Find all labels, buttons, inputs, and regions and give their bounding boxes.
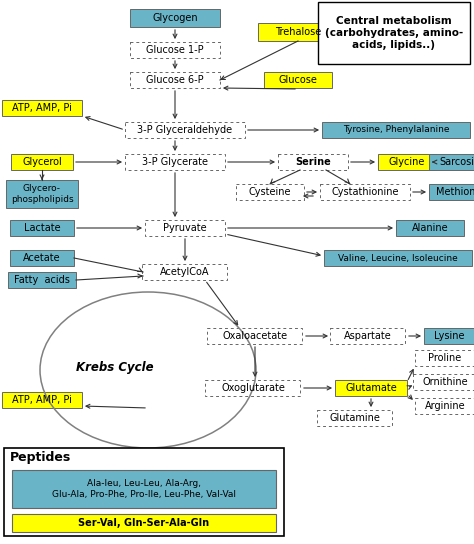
Text: Oxaloacetate: Oxaloacetate xyxy=(222,331,288,341)
FancyBboxPatch shape xyxy=(125,154,225,170)
Text: ATP, AMP, Pi: ATP, AMP, Pi xyxy=(12,103,72,113)
Text: Central metabolism
(carbohydrates, amino-
acids, lipids..): Central metabolism (carbohydrates, amino… xyxy=(325,16,463,51)
FancyBboxPatch shape xyxy=(6,180,78,208)
Text: 3-P Glyceraldehyde: 3-P Glyceraldehyde xyxy=(137,125,233,135)
FancyBboxPatch shape xyxy=(208,328,302,344)
Text: Glucose: Glucose xyxy=(279,75,318,85)
FancyBboxPatch shape xyxy=(264,72,332,88)
FancyBboxPatch shape xyxy=(130,42,220,58)
Text: Oxoglutarate: Oxoglutarate xyxy=(221,383,285,393)
FancyBboxPatch shape xyxy=(318,2,470,64)
Text: Glucose 1-P: Glucose 1-P xyxy=(146,45,204,55)
Text: Glucose 6-P: Glucose 6-P xyxy=(146,75,204,85)
Text: Arginine: Arginine xyxy=(425,401,465,411)
FancyBboxPatch shape xyxy=(12,514,276,532)
Text: ATP, AMP, Pi: ATP, AMP, Pi xyxy=(12,395,72,405)
FancyBboxPatch shape xyxy=(330,328,405,344)
FancyBboxPatch shape xyxy=(206,380,301,396)
Text: Trehalose: Trehalose xyxy=(275,27,321,37)
FancyBboxPatch shape xyxy=(8,272,76,288)
FancyBboxPatch shape xyxy=(143,264,228,280)
Text: Cysteine: Cysteine xyxy=(249,187,291,197)
FancyBboxPatch shape xyxy=(278,154,348,170)
FancyBboxPatch shape xyxy=(335,380,407,396)
FancyBboxPatch shape xyxy=(4,448,284,536)
Text: Ornithine: Ornithine xyxy=(422,377,468,387)
Text: Pyruvate: Pyruvate xyxy=(163,223,207,233)
Text: Serine: Serine xyxy=(295,157,331,167)
Text: Methionine: Methionine xyxy=(436,187,474,197)
FancyBboxPatch shape xyxy=(415,350,474,366)
Text: Ala-leu, Leu-Leu, Ala-Arg,
Glu-Ala, Pro-Phe, Pro-Ile, Leu-Phe, Val-Val: Ala-leu, Leu-Leu, Ala-Arg, Glu-Ala, Pro-… xyxy=(52,479,236,499)
FancyBboxPatch shape xyxy=(130,9,220,27)
Text: Cystathionine: Cystathionine xyxy=(331,187,399,197)
FancyBboxPatch shape xyxy=(424,328,474,344)
Text: Peptides: Peptides xyxy=(10,452,71,465)
FancyBboxPatch shape xyxy=(2,392,82,408)
FancyBboxPatch shape xyxy=(396,220,464,236)
Text: Valine, Leucine, Isoleucine: Valine, Leucine, Isoleucine xyxy=(338,254,458,263)
Text: Lactate: Lactate xyxy=(24,223,60,233)
FancyBboxPatch shape xyxy=(10,220,74,236)
FancyBboxPatch shape xyxy=(258,23,338,41)
FancyBboxPatch shape xyxy=(11,154,73,170)
Text: Glycogen: Glycogen xyxy=(152,13,198,23)
Text: AcetylCoA: AcetylCoA xyxy=(160,267,210,277)
FancyBboxPatch shape xyxy=(413,374,474,390)
Text: Glutamine: Glutamine xyxy=(329,413,381,423)
Text: Tyrosine, Phenylalanine: Tyrosine, Phenylalanine xyxy=(343,126,449,134)
FancyBboxPatch shape xyxy=(130,72,220,88)
FancyBboxPatch shape xyxy=(429,154,474,170)
FancyBboxPatch shape xyxy=(236,184,304,200)
Text: Alanine: Alanine xyxy=(412,223,448,233)
Text: Proline: Proline xyxy=(428,353,462,363)
FancyBboxPatch shape xyxy=(125,122,245,138)
Text: Glutamate: Glutamate xyxy=(345,383,397,393)
FancyBboxPatch shape xyxy=(429,184,474,200)
Text: Lysine: Lysine xyxy=(434,331,464,341)
Text: Ser-Val, Gln-Ser-Ala-Gln: Ser-Val, Gln-Ser-Ala-Gln xyxy=(78,518,210,528)
Text: Krebs Cycle: Krebs Cycle xyxy=(76,362,154,374)
Text: Glycero-
phospholipids: Glycero- phospholipids xyxy=(11,184,73,203)
Text: Fatty  acids: Fatty acids xyxy=(14,275,70,285)
FancyBboxPatch shape xyxy=(415,398,474,414)
FancyBboxPatch shape xyxy=(145,220,225,236)
FancyBboxPatch shape xyxy=(324,250,472,266)
Text: Sarcosine: Sarcosine xyxy=(439,157,474,167)
FancyBboxPatch shape xyxy=(2,100,82,116)
Text: 3-P Glycerate: 3-P Glycerate xyxy=(142,157,208,167)
Text: Glycine: Glycine xyxy=(389,157,425,167)
Text: Glycerol: Glycerol xyxy=(22,157,62,167)
Text: Aspartate: Aspartate xyxy=(344,331,392,341)
FancyBboxPatch shape xyxy=(322,122,470,138)
FancyBboxPatch shape xyxy=(10,250,74,266)
Text: Acetate: Acetate xyxy=(23,253,61,263)
FancyBboxPatch shape xyxy=(320,184,410,200)
FancyBboxPatch shape xyxy=(318,410,392,426)
FancyBboxPatch shape xyxy=(12,470,276,508)
FancyBboxPatch shape xyxy=(378,154,436,170)
